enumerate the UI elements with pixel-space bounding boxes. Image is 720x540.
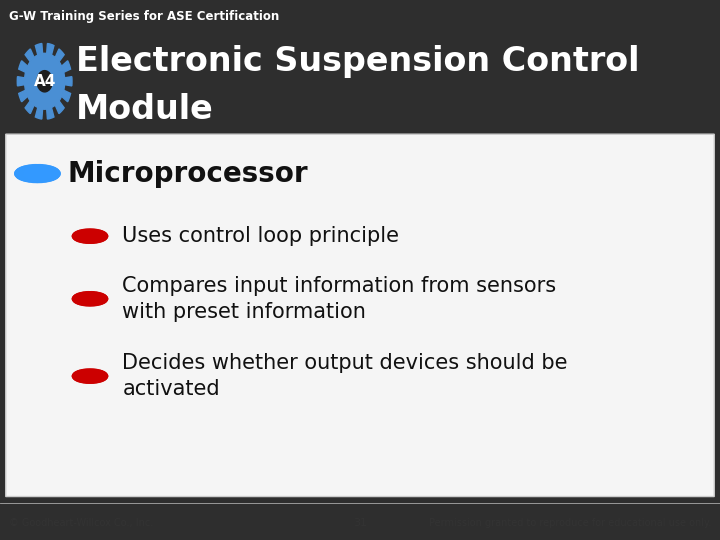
Circle shape: [84, 295, 105, 306]
Circle shape: [18, 168, 45, 182]
Wedge shape: [25, 49, 35, 63]
Circle shape: [22, 169, 49, 183]
Circle shape: [78, 295, 99, 306]
Circle shape: [75, 372, 96, 383]
Circle shape: [75, 295, 96, 306]
Circle shape: [81, 295, 102, 306]
Text: Module: Module: [76, 93, 213, 126]
Circle shape: [86, 372, 107, 382]
Wedge shape: [25, 100, 35, 113]
Circle shape: [73, 232, 94, 242]
Circle shape: [78, 229, 99, 240]
Wedge shape: [17, 77, 25, 86]
Wedge shape: [61, 90, 71, 102]
Circle shape: [78, 233, 99, 244]
Circle shape: [86, 232, 107, 242]
Circle shape: [87, 371, 108, 381]
Circle shape: [87, 371, 108, 381]
Circle shape: [86, 293, 107, 303]
Circle shape: [15, 167, 42, 180]
Text: A4: A4: [33, 74, 56, 89]
Wedge shape: [35, 106, 42, 119]
Circle shape: [75, 230, 96, 240]
Circle shape: [26, 169, 53, 183]
Circle shape: [87, 231, 108, 241]
Wedge shape: [55, 49, 64, 63]
Text: Uses control loop principle: Uses control loop principle: [122, 226, 400, 246]
Text: Microprocessor: Microprocessor: [68, 160, 308, 187]
Circle shape: [23, 166, 52, 181]
Circle shape: [87, 293, 108, 304]
Circle shape: [32, 166, 59, 179]
Circle shape: [73, 293, 94, 303]
Wedge shape: [19, 90, 28, 102]
Circle shape: [34, 167, 60, 180]
Circle shape: [87, 293, 108, 304]
Circle shape: [72, 231, 94, 241]
Circle shape: [81, 229, 102, 240]
Circle shape: [73, 294, 94, 305]
Circle shape: [78, 369, 99, 380]
Circle shape: [32, 168, 59, 181]
Text: Electronic Suspension Control: Electronic Suspension Control: [76, 45, 639, 78]
Wedge shape: [19, 61, 28, 72]
Circle shape: [26, 165, 53, 178]
Circle shape: [73, 230, 94, 241]
Circle shape: [81, 373, 102, 383]
Circle shape: [72, 293, 94, 304]
Circle shape: [34, 167, 60, 180]
Circle shape: [79, 231, 101, 242]
Wedge shape: [55, 100, 64, 113]
Circle shape: [24, 53, 65, 109]
Wedge shape: [35, 44, 42, 56]
Circle shape: [15, 167, 42, 180]
Circle shape: [72, 231, 94, 241]
Wedge shape: [47, 106, 54, 119]
Circle shape: [73, 370, 94, 381]
Circle shape: [79, 370, 101, 382]
Text: Permission granted to reproduce for educational use only.: Permission granted to reproduce for educ…: [429, 518, 711, 528]
Circle shape: [81, 292, 102, 302]
Circle shape: [22, 165, 49, 178]
Circle shape: [87, 231, 108, 241]
Circle shape: [84, 372, 105, 383]
Text: © Goodheart-Willcox Co., Inc.: © Goodheart-Willcox Co., Inc.: [9, 518, 153, 528]
Circle shape: [16, 166, 42, 179]
Text: Compares input information from sensors
with preset information: Compares input information from sensors …: [122, 275, 557, 322]
Text: G-W Training Series for ASE Certification: G-W Training Series for ASE Certificatio…: [9, 10, 279, 23]
Circle shape: [81, 233, 102, 244]
Wedge shape: [64, 77, 72, 86]
Circle shape: [84, 232, 105, 243]
Circle shape: [75, 232, 96, 243]
Circle shape: [84, 369, 105, 380]
Circle shape: [86, 370, 107, 381]
Text: Decides whether output devices should be
activated: Decides whether output devices should be…: [122, 353, 568, 399]
Wedge shape: [61, 61, 71, 72]
Circle shape: [81, 369, 102, 380]
Circle shape: [30, 165, 57, 179]
Circle shape: [86, 294, 107, 305]
Circle shape: [78, 292, 99, 302]
Circle shape: [73, 372, 94, 382]
Circle shape: [75, 292, 96, 303]
Circle shape: [72, 293, 94, 304]
Text: 31: 31: [353, 518, 367, 528]
Circle shape: [72, 371, 94, 381]
Circle shape: [79, 293, 101, 305]
Circle shape: [78, 373, 99, 383]
Circle shape: [72, 371, 94, 381]
Circle shape: [84, 230, 105, 240]
Circle shape: [37, 71, 53, 92]
Circle shape: [86, 230, 107, 241]
Circle shape: [30, 168, 57, 182]
Circle shape: [84, 292, 105, 303]
Circle shape: [16, 168, 42, 181]
Circle shape: [18, 165, 45, 179]
Circle shape: [75, 369, 96, 380]
FancyBboxPatch shape: [6, 134, 714, 497]
Wedge shape: [47, 44, 54, 56]
